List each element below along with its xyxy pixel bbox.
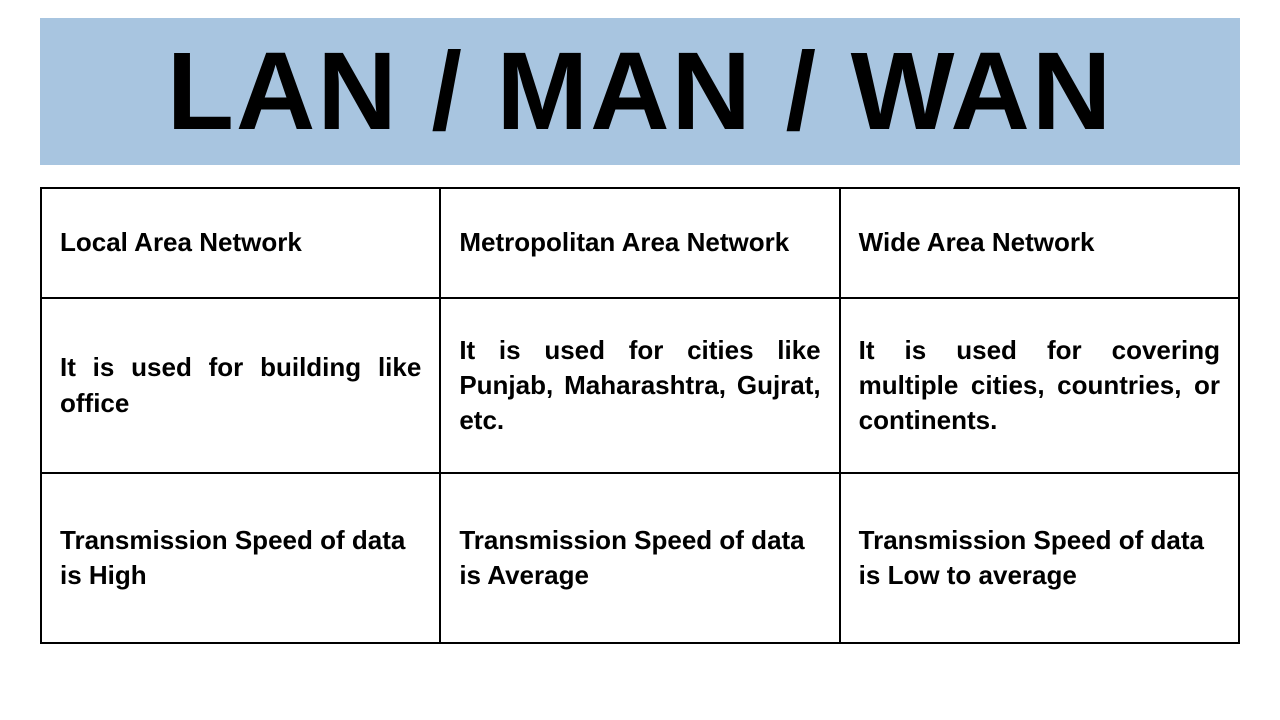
cell-lan-speed: Transmission Speed of data is High: [41, 473, 440, 643]
cell-wan-usage: It is used for covering multiple cities,…: [840, 298, 1239, 473]
page-title: LAN / MAN / WAN: [40, 28, 1240, 155]
cell-man-speed: Transmission Speed of data is Average: [440, 473, 839, 643]
cell-man-name: Metropolitan Area Network: [440, 188, 839, 298]
comparison-table: Local Area Network Metropolitan Area Net…: [40, 187, 1240, 644]
cell-wan-name: Wide Area Network: [840, 188, 1239, 298]
cell-lan-name: Local Area Network: [41, 188, 440, 298]
cell-lan-usage: It is used for building like office: [41, 298, 440, 473]
cell-wan-speed: Transmission Speed of data is Low to ave…: [840, 473, 1239, 643]
title-banner: LAN / MAN / WAN: [40, 18, 1240, 165]
cell-man-usage: It is used for cities like Punjab, Mahar…: [440, 298, 839, 473]
table-row-usage: It is used for building like office It i…: [41, 298, 1239, 473]
table-row-speed: Transmission Speed of data is High Trans…: [41, 473, 1239, 643]
table-row-names: Local Area Network Metropolitan Area Net…: [41, 188, 1239, 298]
